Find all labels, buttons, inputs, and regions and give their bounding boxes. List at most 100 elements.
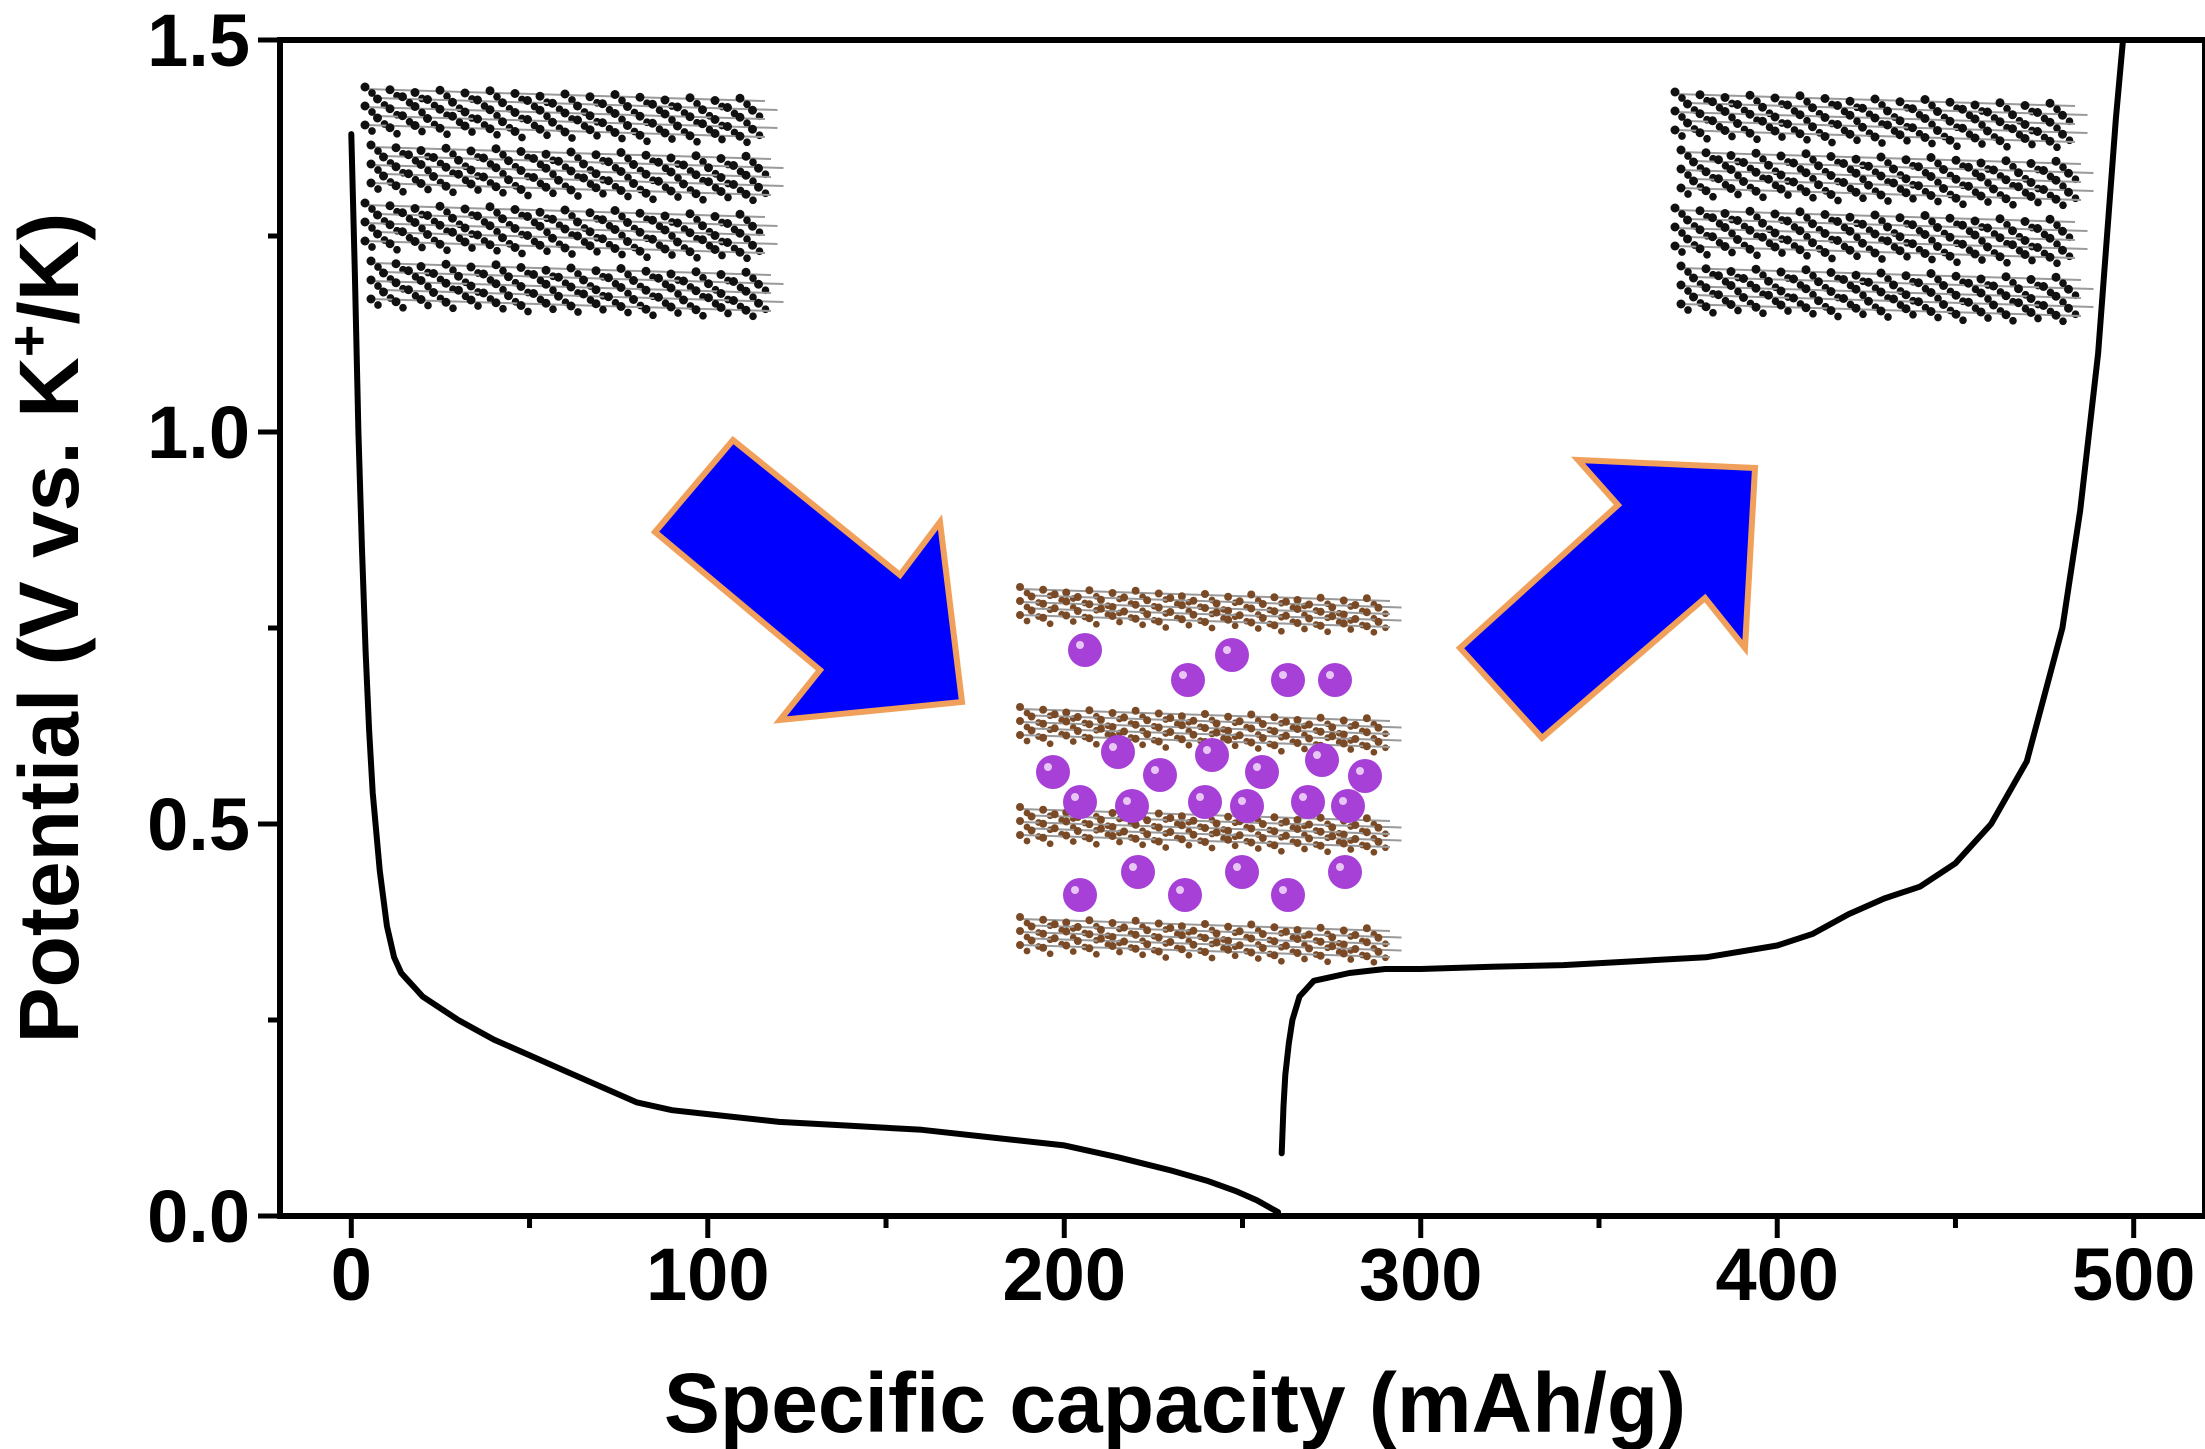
lattice-atom xyxy=(566,147,576,157)
potassium-atom xyxy=(1188,785,1222,819)
lattice-atom xyxy=(1085,834,1094,843)
lattice-atom xyxy=(1370,958,1378,966)
lattice-atom xyxy=(1166,728,1175,736)
lattice-atom xyxy=(1983,223,1992,233)
lattice-atom xyxy=(1201,824,1209,832)
lattice-atom xyxy=(749,293,757,302)
lattice-atom xyxy=(1845,226,1855,236)
lattice-atom xyxy=(1092,950,1100,958)
lattice-atom xyxy=(1901,290,1911,300)
lattice-atom xyxy=(1783,119,1792,129)
lattice-atom xyxy=(585,125,595,135)
potassium-atom-highlight xyxy=(1071,886,1079,894)
lattice-atom xyxy=(1023,617,1031,625)
lattice-atom xyxy=(761,189,770,198)
lattice-atom xyxy=(504,291,513,301)
lattice-atom xyxy=(1166,814,1175,822)
lattice-atom xyxy=(1676,299,1686,309)
lattice-atom xyxy=(1154,617,1163,626)
x-tick-label: 300 xyxy=(1359,1233,1482,1316)
lattice-atom xyxy=(1859,291,1867,300)
lattice-atom xyxy=(1776,286,1786,296)
lattice-atom xyxy=(1670,125,1680,135)
lattice-atom xyxy=(1166,608,1175,616)
potassium-atom-highlight xyxy=(1071,793,1079,801)
lattice-atom xyxy=(460,223,470,233)
lattice-atom xyxy=(1270,923,1279,932)
charge-arrow xyxy=(1455,456,1759,743)
lattice-atom xyxy=(710,231,720,240)
lattice-atom xyxy=(2014,182,2023,192)
lattice-atom xyxy=(2064,303,2073,313)
lattice-atom xyxy=(1027,826,1036,835)
lattice-atom xyxy=(1085,944,1094,953)
lattice-atom xyxy=(1839,294,1848,303)
lattice-atom xyxy=(1945,232,1955,242)
lattice-atom xyxy=(1926,288,1936,297)
lattice-atom xyxy=(566,282,576,292)
lattice-atom xyxy=(393,129,401,138)
lattice-atom xyxy=(1845,245,1855,255)
lattice-atom xyxy=(710,115,720,124)
lattice-atom xyxy=(493,111,501,120)
lattice-atom xyxy=(1770,93,1780,103)
lattice-atom xyxy=(1247,604,1256,613)
lattice-atom xyxy=(610,206,620,215)
lattice-atom xyxy=(1753,213,1761,222)
lattice-atom xyxy=(1889,164,1898,174)
lattice-atom xyxy=(1258,734,1267,742)
lattice-atom xyxy=(1853,252,1861,261)
lattice-atom xyxy=(748,221,757,231)
lattice-atom xyxy=(1316,621,1325,630)
lattice-atom xyxy=(1154,603,1163,612)
lattice-atom xyxy=(2064,168,2073,178)
lattice-atom xyxy=(1851,270,1861,280)
lattice-atom xyxy=(1914,297,1923,307)
lattice-atom xyxy=(716,303,726,312)
lattice-atom xyxy=(1803,232,1811,241)
lattice-atom xyxy=(1023,947,1031,955)
lattice-atom xyxy=(1177,931,1186,940)
lattice-atom xyxy=(1224,922,1233,931)
lattice-atom xyxy=(2008,124,2017,134)
lattice-atom xyxy=(1709,308,1717,317)
lattice-atom xyxy=(1859,175,1867,184)
lattice-atom xyxy=(1720,93,1730,102)
lattice-atom xyxy=(574,192,582,200)
lattice-atom xyxy=(1676,183,1686,193)
lattice-atom xyxy=(385,239,395,249)
lattice-atom xyxy=(1820,132,1830,141)
lattice-atom xyxy=(391,181,401,191)
lattice-atom xyxy=(1958,104,1967,114)
lattice-atom xyxy=(398,227,407,237)
lattice-atom xyxy=(673,218,682,228)
lattice-atom xyxy=(579,275,588,285)
lattice-atom xyxy=(1976,172,1986,182)
lattice-atom xyxy=(685,209,695,219)
lattice-atom xyxy=(2051,310,2061,320)
potassium-atom xyxy=(1036,755,1070,789)
lattice-atom xyxy=(2028,256,2036,265)
lattice-atom xyxy=(541,182,551,192)
lattice-atom xyxy=(2053,124,2061,133)
lattice-atom xyxy=(543,228,551,237)
lattice-atom xyxy=(1908,220,1917,230)
lattice-atom xyxy=(1108,709,1117,717)
lattice-atom xyxy=(1820,94,1830,103)
lattice-atom xyxy=(1859,194,1867,203)
lattice-atom xyxy=(1801,284,1811,294)
lattice-atom xyxy=(1316,951,1325,960)
lattice-atom xyxy=(1293,739,1302,747)
lattice-atom xyxy=(1139,951,1147,959)
lattice-atom xyxy=(1316,937,1325,946)
lattice-atom xyxy=(1926,153,1936,162)
lattice-atom xyxy=(641,285,651,295)
lattice-atom xyxy=(1108,809,1117,817)
lattice-atom xyxy=(391,162,401,172)
lattice-atom xyxy=(685,228,695,238)
lattice-atom xyxy=(1316,813,1325,822)
lattice-atom xyxy=(1362,622,1371,631)
lattice-atom xyxy=(1958,220,1967,230)
lattice-atom xyxy=(1828,138,1836,147)
lattice-atom xyxy=(374,185,382,193)
